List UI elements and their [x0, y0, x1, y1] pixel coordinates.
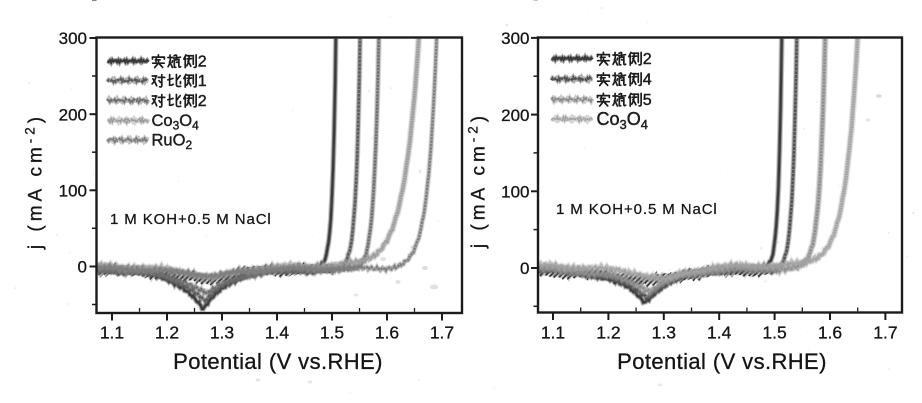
svg-text:1.4: 1.4	[265, 323, 290, 343]
svg-text:RuO2: RuO2	[152, 132, 193, 153]
svg-text:1.7: 1.7	[873, 323, 897, 343]
svg-text:2: 2	[198, 93, 207, 110]
svg-text:300: 300	[501, 29, 529, 48]
svg-text:200: 200	[501, 106, 529, 125]
svg-text:2: 2	[643, 51, 652, 68]
svg-text:1.3: 1.3	[652, 323, 676, 343]
svg-text:1.1: 1.1	[541, 323, 565, 343]
svg-text:1.4: 1.4	[707, 323, 732, 343]
svg-text:100: 100	[501, 183, 529, 202]
svg-text:2: 2	[198, 54, 207, 71]
svg-text:1 M KOH+0.5 M NaCl: 1 M KOH+0.5 M NaCl	[110, 211, 272, 228]
svg-text:1 M KOH+0.5 M NaCl: 1 M KOH+0.5 M NaCl	[556, 201, 718, 218]
svg-text:1: 1	[198, 73, 207, 90]
svg-text:1.1: 1.1	[100, 323, 124, 343]
svg-text:1.3: 1.3	[210, 323, 234, 343]
svg-text:1.5: 1.5	[320, 323, 344, 343]
svg-text:1.2: 1.2	[596, 323, 620, 343]
svg-text:100: 100	[59, 181, 87, 200]
svg-text:1.7: 1.7	[430, 323, 454, 343]
svg-text:Potential (V vs.RHE): Potential (V vs.RHE)	[173, 349, 383, 374]
svg-text:200: 200	[59, 105, 87, 124]
svg-text:5: 5	[643, 92, 652, 109]
svg-text:4: 4	[643, 72, 652, 89]
svg-text:Co3O4: Co3O4	[597, 109, 649, 132]
svg-text:1.6: 1.6	[375, 323, 399, 343]
svg-text:1.6: 1.6	[818, 323, 842, 343]
svg-text:Co3O4: Co3O4	[152, 112, 200, 133]
svg-text:0: 0	[78, 258, 87, 277]
svg-text:0: 0	[520, 259, 529, 278]
svg-text:1.2: 1.2	[155, 323, 179, 343]
svg-text:Potential (V vs.RHE): Potential (V vs.RHE)	[617, 349, 827, 374]
svg-text:300: 300	[59, 29, 87, 48]
svg-text:1.5: 1.5	[762, 323, 786, 343]
